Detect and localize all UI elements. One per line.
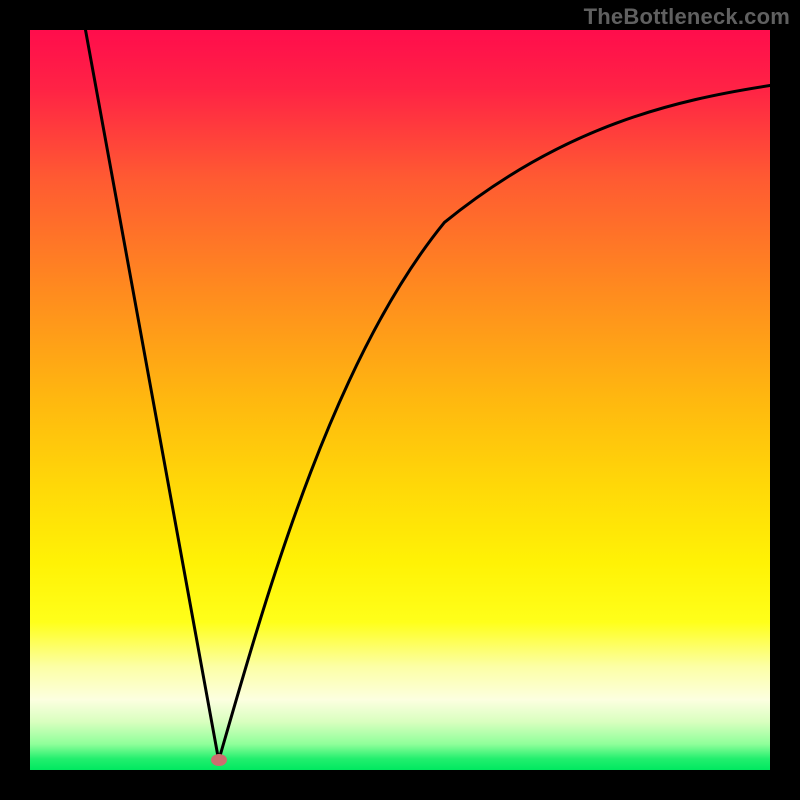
- chart-svg: [30, 30, 770, 770]
- plot-area: [30, 30, 770, 770]
- minimum-marker: [211, 754, 227, 766]
- bottleneck-curve: [86, 30, 771, 760]
- watermark-text: TheBottleneck.com: [584, 4, 790, 30]
